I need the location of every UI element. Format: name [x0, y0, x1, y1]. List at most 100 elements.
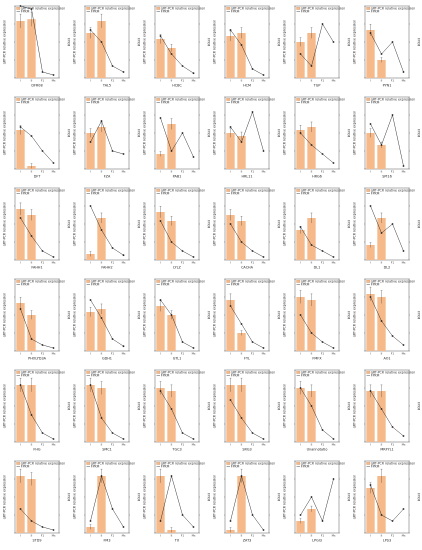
x-tick-label: I — [90, 260, 91, 264]
x-tick-label: Ms — [192, 442, 196, 446]
legend-line-label: FPKM — [371, 465, 380, 469]
chart-panel: qRT-PCR relative expression FPKM qRT-PCR r… — [1, 273, 71, 364]
right-axis-label: FPKM — [207, 493, 211, 502]
x-tick-label: F1 — [181, 78, 185, 82]
legend-bar-swatch — [226, 462, 231, 465]
x-tick-label: II — [311, 442, 313, 446]
legend-line-label: FPKM — [371, 374, 380, 378]
fpkm-point — [321, 153, 324, 155]
legend-bar-swatch — [366, 371, 371, 374]
legend-bar-label: qRT-PCR relative expression — [91, 370, 135, 374]
fpkm-point — [19, 384, 22, 386]
fpkm-point — [310, 496, 313, 498]
chart-panel: qRT-PCR relative expression FPKM qRT-PCR r… — [141, 91, 211, 182]
legend-bar-swatch — [16, 280, 21, 283]
fpkm-point — [89, 141, 92, 143]
bar — [167, 48, 176, 78]
left-axis-label: qRT-PCR relative expression — [143, 475, 147, 519]
chart-panel: qRT-PCR relative expression FPKM qRT-PCR r… — [1, 455, 71, 546]
x-tick-label: I — [20, 351, 21, 355]
right-axis-label: FPKM — [417, 129, 421, 138]
x-tick-label: Ms — [332, 533, 336, 537]
gene-label: Unannotatio — [307, 448, 328, 452]
x-tick-label: Ms — [402, 442, 406, 446]
fpkm-point — [380, 320, 383, 322]
fpkm-point — [170, 408, 173, 410]
x-tick-label: I — [230, 442, 231, 446]
legend-bar-swatch — [366, 462, 371, 465]
legend-bar-label: qRT-PCR relative expression — [371, 279, 415, 283]
chart-panel: qRT-PCR relative expression FPKM qRT-PCR r… — [211, 91, 281, 182]
legend-line-label: FPKM — [91, 192, 100, 196]
legend-bar-label: qRT-PCR relative expression — [371, 6, 415, 10]
fpkm-line — [160, 475, 194, 528]
fpkm-point — [240, 241, 243, 243]
x-tick-label: I — [160, 78, 161, 82]
legend-line-label: FPKM — [161, 283, 170, 287]
fpkm-point — [262, 74, 265, 76]
fpkm-point — [240, 475, 243, 477]
x-tick-label: II — [31, 78, 33, 82]
bar — [307, 509, 316, 533]
fpkm-point — [192, 526, 195, 528]
right-axis-label: FPKM — [417, 402, 421, 411]
left-axis-label: qRT-PCR relative expression — [3, 475, 7, 519]
bar — [237, 221, 246, 260]
legend-bar-swatch — [16, 7, 21, 10]
fpkm-point — [251, 514, 254, 516]
bar — [27, 19, 36, 78]
right-axis-label: FPKM — [277, 129, 281, 138]
fpkm-line — [160, 390, 194, 440]
right-axis-label: FPKM — [277, 311, 281, 320]
chart-panel: qRT-PCR relative expression FPKM qRT-PCR r… — [1, 364, 71, 455]
left-axis-label: qRT-PCR relative expression — [3, 111, 7, 155]
bar — [307, 33, 316, 78]
x-tick-label: I — [370, 260, 371, 264]
fpkm-point — [299, 132, 302, 134]
fpkm-point — [310, 405, 313, 407]
left-axis-label: qRT-PCR relative expression — [143, 384, 147, 428]
right-axis-label: FPKM — [67, 311, 71, 320]
legend-bar-swatch — [16, 189, 21, 192]
fpkm-point — [310, 65, 313, 67]
x-tick-label: II — [241, 533, 243, 537]
legend-line-label: FPKM — [301, 374, 310, 378]
x-tick-label: I — [300, 351, 301, 355]
fpkm-point — [299, 387, 302, 389]
left-axis-label: qRT-PCR relative expression — [283, 20, 287, 64]
legend-bar-swatch — [226, 189, 231, 192]
right-axis-label: FPKM — [67, 38, 71, 47]
x-tick-label: F1 — [321, 533, 325, 537]
fpkm-line — [160, 117, 194, 158]
gene-label: HRL11 — [241, 175, 252, 179]
fpkm-point — [402, 508, 405, 510]
x-tick-label: Ms — [262, 169, 266, 173]
fpkm-point — [240, 323, 243, 325]
x-tick-label: II — [171, 533, 173, 537]
fpkm-point — [380, 53, 383, 55]
legend-bar-label: qRT-PCR relative expression — [301, 279, 345, 283]
legend-bar-swatch — [366, 7, 371, 10]
gene-label: TGP — [313, 84, 321, 88]
x-tick-label: Ms — [52, 260, 56, 264]
bar — [156, 39, 165, 78]
x-tick-label: Ms — [52, 351, 56, 355]
x-tick-label: F1 — [251, 442, 255, 446]
fpkm-point — [19, 126, 22, 128]
bar — [296, 230, 305, 260]
x-tick-label: II — [381, 78, 383, 82]
chart-panel: qRT-PCR relative expression FPKM qRT-PCR r… — [351, 91, 421, 182]
gene-label: LPGI3 — [312, 539, 322, 543]
legend-bar-label: qRT-PCR relative expression — [371, 461, 415, 465]
gene-label: SRG3 — [242, 448, 251, 452]
fpkm-point — [89, 384, 92, 386]
x-tick-label: II — [101, 442, 103, 446]
gene-label: ZAT3 — [243, 539, 252, 543]
legend-bar-label: qRT-PCR relative expression — [21, 461, 65, 465]
chart-panel: qRT-PCR relative expression FPKM qRT-PCR r… — [351, 364, 421, 455]
